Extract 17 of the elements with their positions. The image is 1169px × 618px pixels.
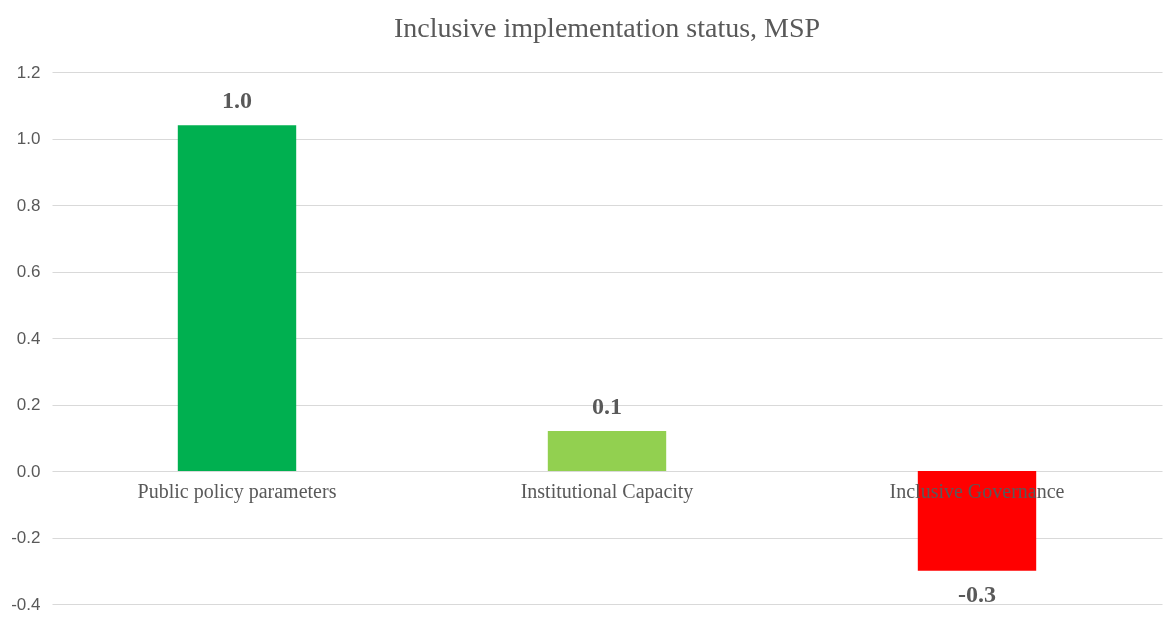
- x-tick-label: Public policy parameters: [137, 479, 337, 503]
- y-tick-label: 0.2: [16, 395, 41, 414]
- x-tick-label: Institutional Capacity: [520, 479, 694, 503]
- y-tick-label: 1.0: [16, 129, 41, 148]
- bar: [177, 125, 297, 471]
- y-tick-label: 0.8: [16, 195, 41, 215]
- y-tick-label: 0.6: [16, 262, 41, 281]
- y-tick-label: 1.2: [16, 62, 41, 82]
- y-tick-label: 0.4: [16, 328, 41, 348]
- bar: [547, 431, 667, 471]
- data-label: 1.0: [222, 87, 252, 114]
- data-label: 0.1: [592, 393, 622, 420]
- data-label: -0.3: [958, 580, 996, 607]
- y-tick-label: -0.4: [11, 594, 41, 614]
- y-tick-label: 0.0: [16, 461, 41, 481]
- y-tick-label: -0.2: [11, 528, 41, 547]
- chart-title: Inclusive implementation status, MSP: [393, 12, 821, 43]
